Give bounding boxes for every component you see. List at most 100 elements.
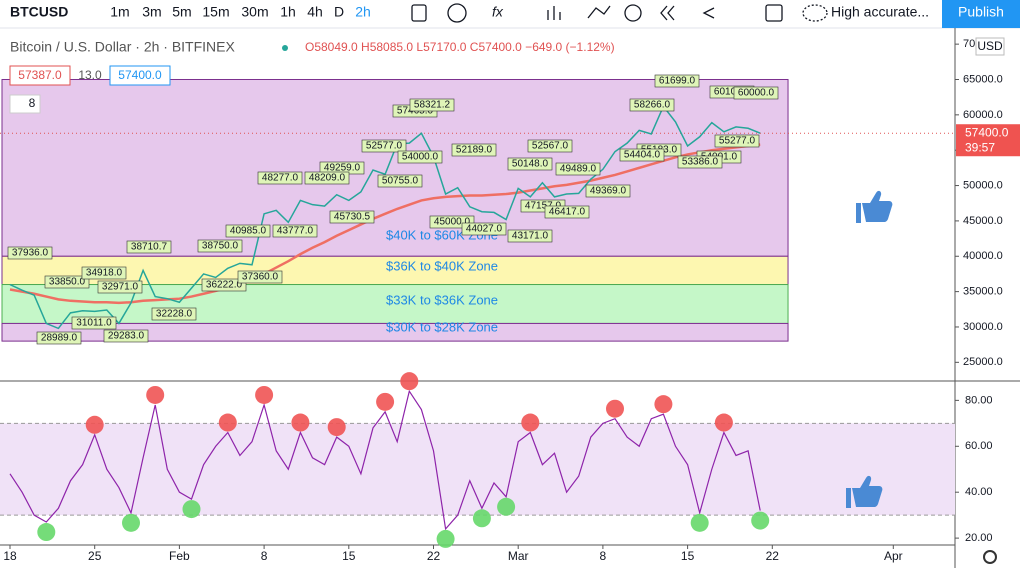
- moving-average: [9, 143, 761, 305]
- price-label-box: [377, 174, 423, 188]
- price-label: 28989.0: [41, 333, 78, 344]
- currency[interactable]: USD: [977, 39, 1003, 53]
- status-dot: [282, 45, 288, 51]
- price-label: 43777.0: [277, 226, 314, 237]
- price-label: 50148.0: [512, 159, 549, 170]
- x-tick-label: Mar: [508, 549, 529, 563]
- interval-button[interactable]: 5m: [172, 4, 191, 20]
- overbought-dot: [376, 392, 395, 411]
- price-label-box: [304, 171, 350, 185]
- price-label: 38710.7: [131, 242, 168, 253]
- price-label: 34918.0: [86, 268, 123, 279]
- interval-button[interactable]: 3m: [142, 4, 161, 20]
- interval-button[interactable]: 30m: [241, 4, 268, 20]
- candle-icon[interactable]: [411, 4, 427, 22]
- price-label-box: [654, 74, 700, 88]
- rsi-tick-label: 60.00: [965, 440, 993, 452]
- compare-icon[interactable]: [547, 6, 561, 20]
- x-tick-label: 15: [342, 549, 356, 563]
- y-tick-label: 25000.0: [963, 356, 1003, 368]
- rsi-band: [0, 423, 955, 516]
- price-label-box: [151, 307, 197, 321]
- price-label-box: [461, 222, 507, 236]
- price-label: 29283.0: [108, 331, 145, 342]
- price-label: 43171.0: [512, 231, 549, 242]
- cloud-icon[interactable]: [802, 4, 828, 22]
- currency-box[interactable]: [975, 37, 1005, 56]
- price-label-box: [225, 224, 271, 238]
- price-label: 61699.0: [659, 76, 696, 87]
- price-label-box: [409, 98, 455, 112]
- undo-icon[interactable]: [702, 7, 715, 19]
- price-label: 32971.0: [102, 282, 139, 293]
- price-label: 32228.0: [156, 309, 193, 320]
- interval-button[interactable]: 4h: [307, 4, 323, 20]
- price-label-box: [733, 86, 779, 100]
- price-label: 38750.0: [202, 241, 239, 252]
- zone-label: $36K to $40K Zone: [386, 258, 498, 273]
- alert-icon[interactable]: [624, 4, 642, 22]
- price-label: 36222.0: [206, 280, 243, 291]
- interval-button[interactable]: 2h: [355, 4, 371, 20]
- overbought-dot: [714, 413, 733, 432]
- x-tick-label: 15: [681, 549, 695, 563]
- overbought-dot: [654, 395, 673, 414]
- publish-label[interactable]: Publish: [958, 4, 1004, 20]
- settings-icon[interactable]: [983, 550, 997, 564]
- layout-name[interactable]: High accurate...: [831, 4, 929, 20]
- toolbar: [0, 0, 1020, 28]
- x-tick-label: 18: [3, 549, 17, 563]
- price-label: 37360.0: [242, 272, 279, 283]
- price-label-box: [714, 134, 760, 148]
- legend-ohlc: O58049.0 H58085.0 L57170.0 C57400.0 −649…: [305, 40, 615, 54]
- x-tick-label: Feb: [169, 549, 190, 563]
- price-label-box: [237, 270, 283, 284]
- thumb-icons: [846, 190, 893, 508]
- price-label-box: [507, 229, 553, 243]
- y-tick-label: 30000.0: [963, 321, 1003, 333]
- price-label: 50755.0: [382, 176, 419, 187]
- price-label-box: [451, 143, 497, 157]
- price-label-box: [555, 162, 601, 176]
- x-tick-label: 25: [88, 549, 102, 563]
- price-label-box: [361, 139, 407, 153]
- y-tick-label: 45000.0: [963, 215, 1003, 227]
- overbought-dot: [255, 385, 274, 404]
- rsi-tick-label: 40.00: [965, 486, 993, 498]
- fullscreen-icon[interactable]: [765, 4, 783, 22]
- price-label: 58321.2: [414, 100, 451, 111]
- replay-icon[interactable]: [587, 5, 611, 19]
- oversold-dot: [122, 513, 140, 532]
- overbought-dot: [291, 413, 310, 432]
- price-label: 54404.0: [624, 150, 661, 161]
- price-label: 49259.0: [324, 163, 361, 174]
- x-tick-label: Apr: [884, 549, 903, 563]
- y-tick-label: 40000.0: [963, 250, 1003, 262]
- x-tick-label: 8: [600, 549, 607, 563]
- y-tick-label: 50000.0: [963, 179, 1003, 191]
- symbol[interactable]: BTCUSD: [10, 4, 68, 20]
- indicator-icon[interactable]: [447, 3, 467, 23]
- oversold-dot: [690, 513, 709, 532]
- interval-button[interactable]: 1m: [110, 4, 129, 20]
- indicator-count[interactable]: 8: [29, 96, 36, 110]
- publish-button[interactable]: [942, 0, 1020, 28]
- thumb-up: [856, 190, 893, 223]
- price-label-box: [585, 184, 631, 198]
- rewind-icon[interactable]: [660, 5, 675, 21]
- indicator-toggle[interactable]: [9, 94, 41, 114]
- legend-title: Bitcoin / U.S. Dollar · 2h · BITFINEX: [10, 39, 235, 55]
- price-label: 46417.0: [549, 207, 586, 218]
- price-label-box: [126, 240, 172, 254]
- x-tick-label: 8: [261, 549, 268, 563]
- x-tick-label: 22: [427, 549, 441, 563]
- interval-button[interactable]: 15m: [202, 4, 229, 20]
- fx-icon[interactable]: fx: [492, 4, 504, 20]
- interval-button[interactable]: 1h: [280, 4, 296, 20]
- price-tag: 57400.0: [965, 125, 1009, 139]
- interval-button[interactable]: D: [334, 4, 344, 20]
- thumb-up: [846, 475, 883, 508]
- price-label-box: [507, 157, 553, 171]
- price-label: 55277.0: [719, 136, 756, 147]
